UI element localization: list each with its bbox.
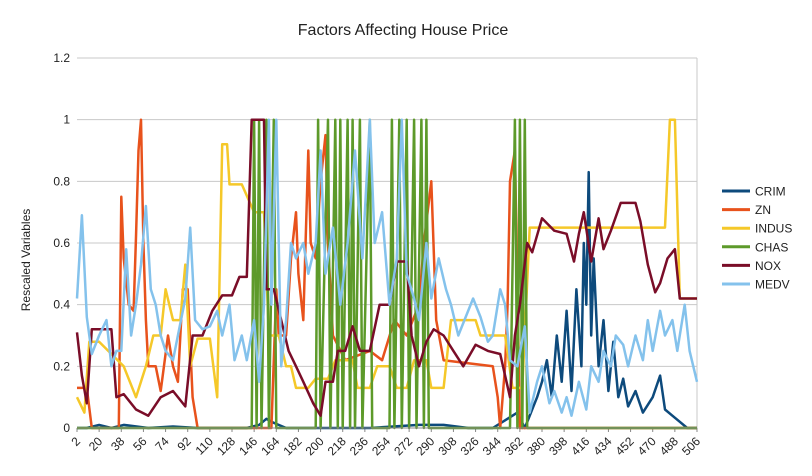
x-tick-label: 20 [86,434,106,454]
x-tick-label: 200 [303,434,327,458]
y-tick-label: 0.8 [53,174,70,188]
y-tick-labels: 0 0.2 0.4 0.6 0.8 1 1.2 [53,51,70,435]
x-tick-label: 308 [435,434,459,458]
y-tick-label: 0.6 [53,236,70,250]
x-tick-label: 74 [152,434,172,454]
y-tick-label: 0.4 [53,298,70,312]
y-tick-label: 1.2 [53,51,70,65]
x-tick-label: 398 [546,434,570,458]
x-tick-label: 56 [130,434,150,454]
x-tick-label: 236 [347,434,371,458]
x-tick-label: 380 [524,434,548,458]
x-tick-label: 506 [679,434,703,458]
series-lines [75,118,699,430]
x-tick-label: 488 [657,434,681,458]
y-axis-label: Rescaled Variables [19,209,33,312]
x-tick-label: 128 [214,434,238,458]
x-tick-label: 254 [369,434,393,458]
legend-label-crim: CRIM [755,185,786,199]
x-tick-label: 218 [325,434,349,458]
x-tick-label: 362 [502,434,526,458]
y-tick-label: 0 [63,421,70,435]
x-tick-label: 146 [236,434,260,458]
legend-label-indus: INDUS [755,222,792,236]
legend-label-chas: CHAS [755,240,788,254]
x-tick-label: 92 [174,434,194,454]
chart-title: Factors Affecting House Price [298,22,509,39]
y-tick-label: 1 [63,113,70,127]
x-tick-labels: 2 20 38 56 74 9211012814616418220021823625427… [68,428,703,458]
x-tick-label: 272 [391,434,415,458]
x-tick-label: 344 [480,434,504,458]
x-tick-label: 182 [280,434,304,458]
x-tick-label: 452 [613,434,637,458]
legend: CRIM ZN INDUS CHAS NOX MEDV [722,185,792,292]
x-tick-label: 110 [193,434,217,458]
legend-label-nox: NOX [755,259,781,273]
x-tick-label: 38 [108,434,128,454]
series-line-medv [75,118,699,417]
legend-label-zn: ZN [755,203,771,217]
x-tick-label: 290 [413,434,437,458]
x-tick-label: 434 [590,434,614,458]
gridlines [77,57,698,429]
x-tick-label: 164 [258,434,282,458]
series-line-indus [75,118,697,414]
series-line-zn [77,118,697,430]
x-tick-label: 2 [68,434,83,449]
x-tick-label: 416 [568,434,592,458]
legend-label-medv: MEDV [755,278,790,292]
x-tick-label: 470 [635,434,659,458]
series-line-crim [77,170,697,430]
y-tick-label: 0.2 [53,359,70,373]
x-tick-label: 326 [458,434,482,458]
